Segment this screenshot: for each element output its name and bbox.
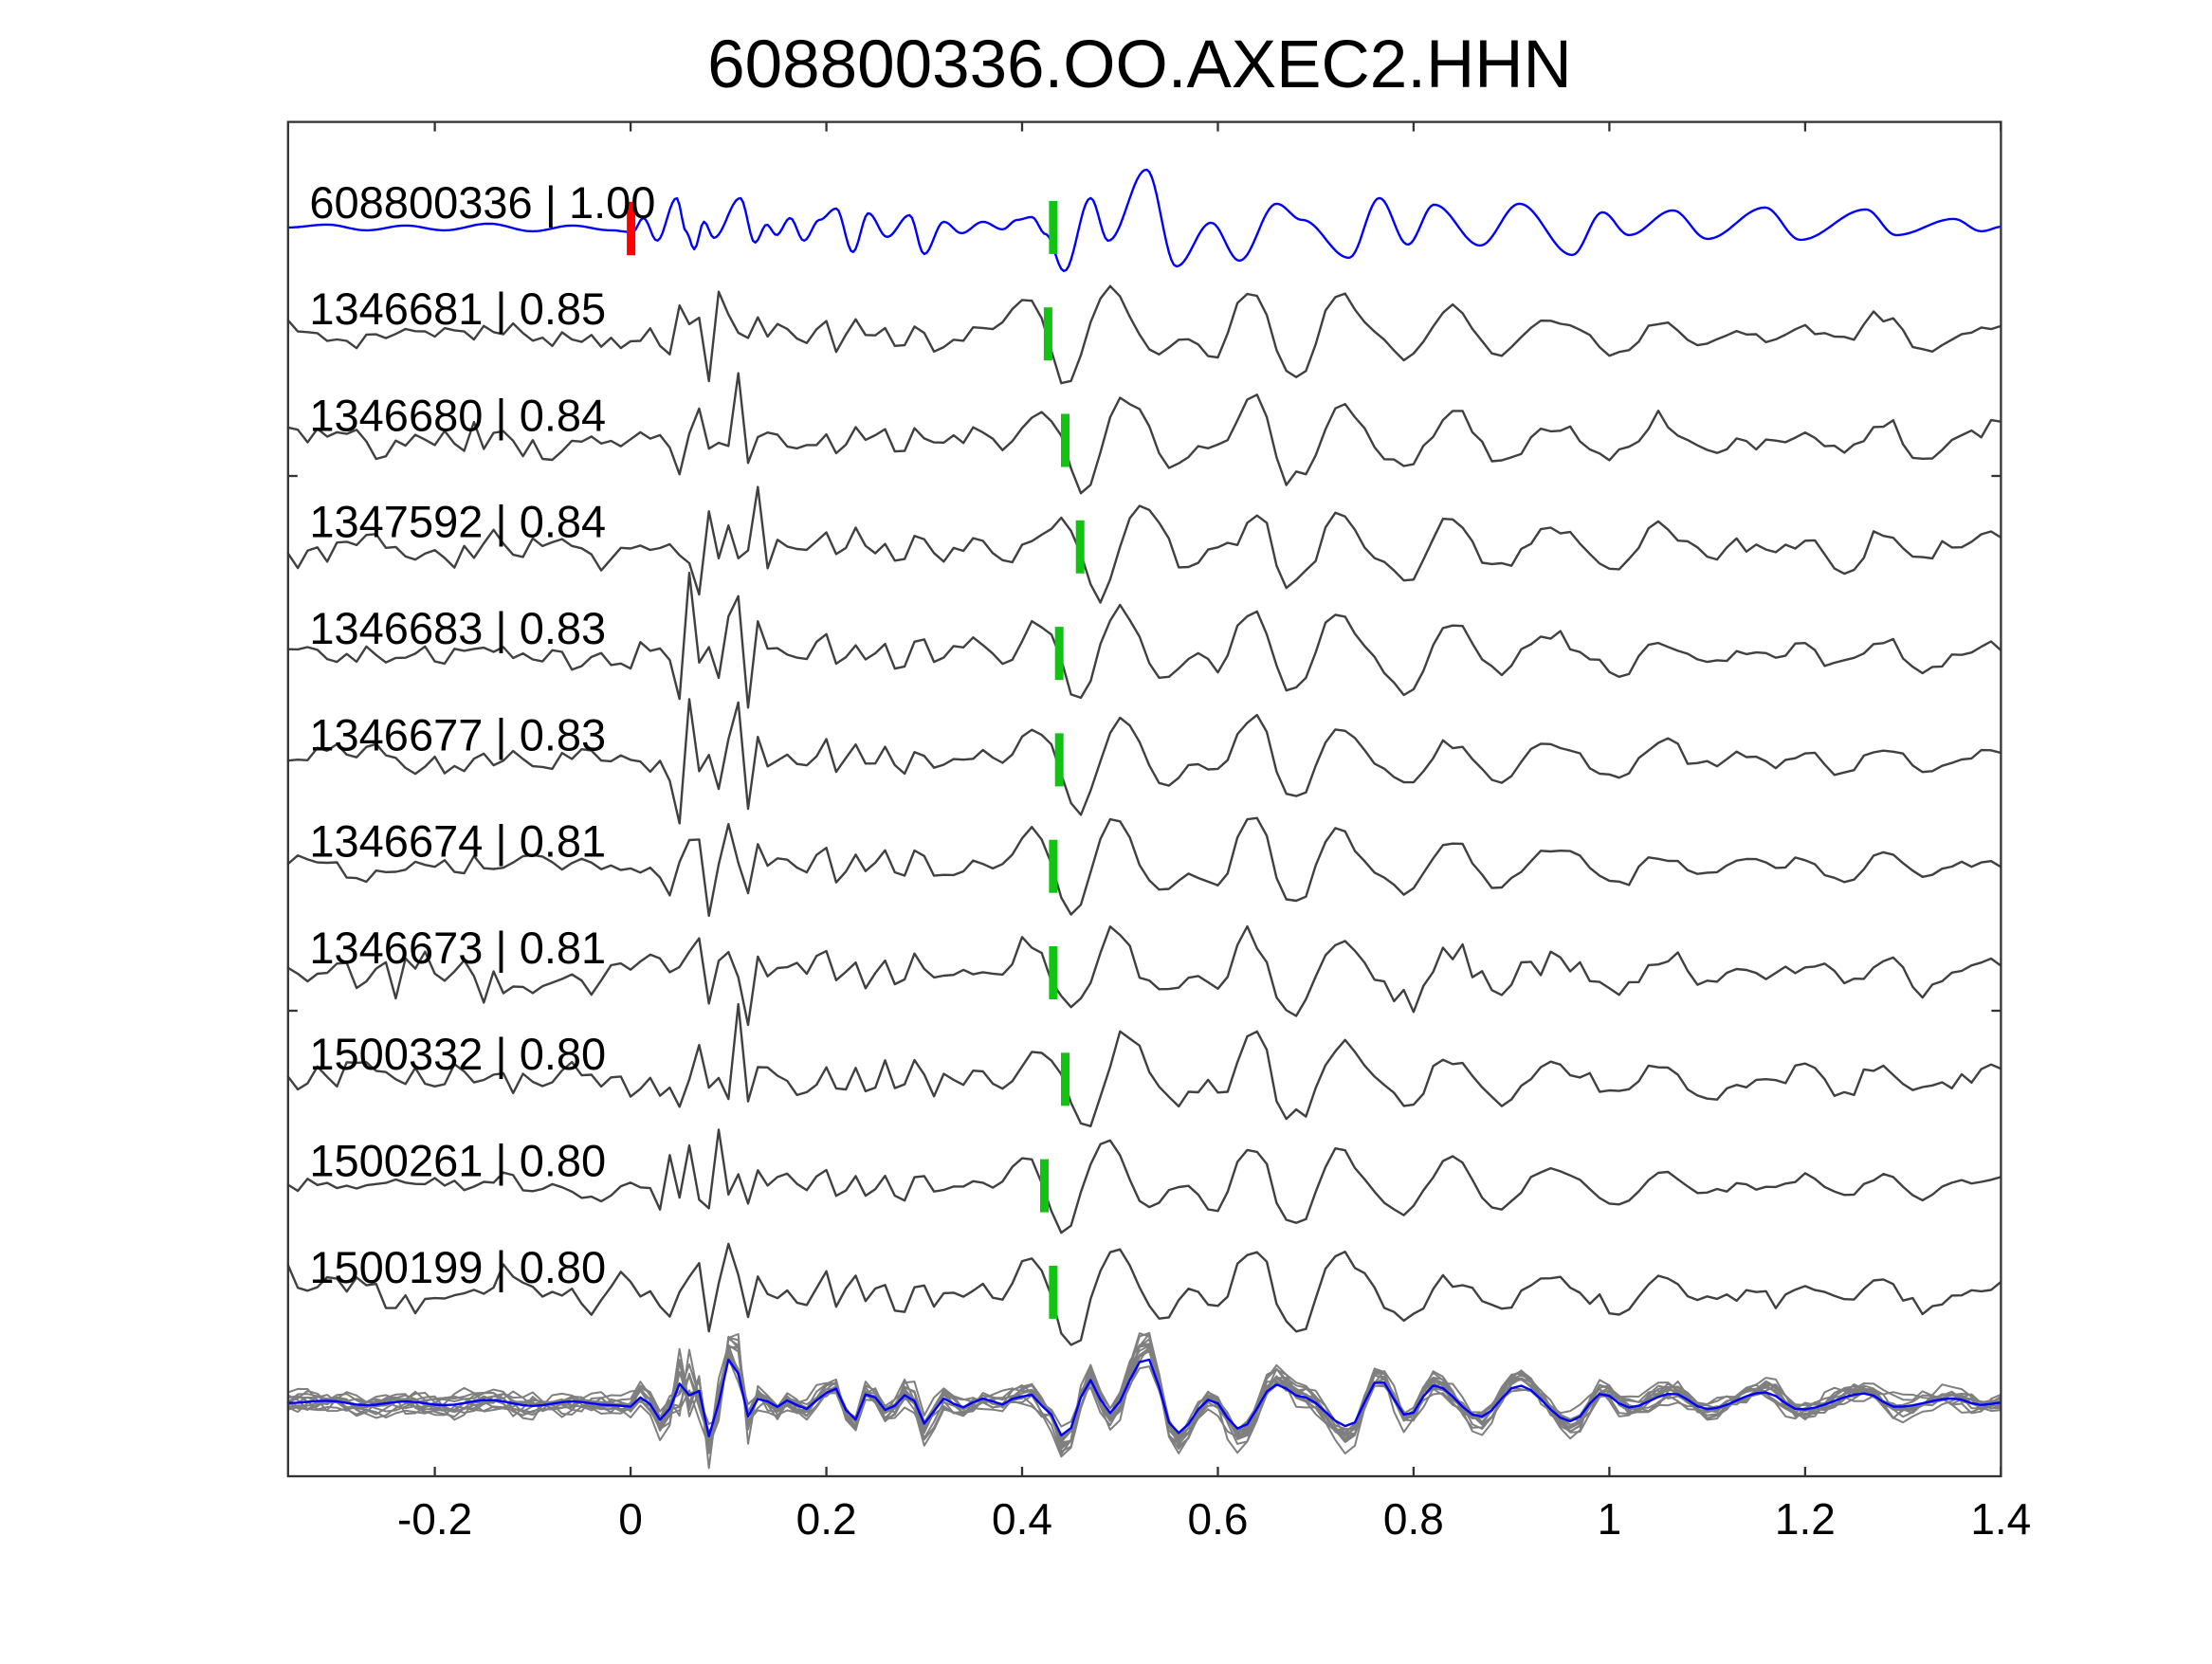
svg-text:1500199 | 0.80: 1500199 | 0.80	[309, 1242, 606, 1292]
svg-text:1: 1	[1598, 1494, 1622, 1544]
svg-text:0.6: 0.6	[1188, 1494, 1249, 1544]
svg-text:1.4: 1.4	[1970, 1494, 2031, 1544]
svg-text:1346681 | 0.85: 1346681 | 0.85	[309, 283, 606, 334]
svg-text:1500261 | 0.80: 1500261 | 0.80	[309, 1136, 606, 1186]
svg-text:608800336 | 1.00: 608800336 | 1.00	[309, 177, 655, 228]
svg-text:608800336.OO.AXEC2.HHN: 608800336.OO.AXEC2.HHN	[707, 27, 1572, 102]
svg-text:0.4: 0.4	[992, 1494, 1052, 1544]
svg-text:1346674 | 0.81: 1346674 | 0.81	[309, 816, 606, 867]
svg-text:1346683 | 0.83: 1346683 | 0.83	[309, 603, 606, 653]
svg-text:1.2: 1.2	[1775, 1494, 1836, 1544]
svg-text:1346677 | 0.83: 1346677 | 0.83	[309, 709, 606, 759]
svg-text:-0.2: -0.2	[397, 1494, 472, 1544]
svg-text:1346680 | 0.84: 1346680 | 0.84	[309, 390, 606, 440]
svg-text:1346673 | 0.81: 1346673 | 0.81	[309, 923, 606, 973]
svg-text:1347592 | 0.84: 1347592 | 0.84	[309, 497, 606, 547]
svg-text:0.2: 0.2	[796, 1494, 857, 1544]
svg-text:0.8: 0.8	[1383, 1494, 1444, 1544]
svg-text:0: 0	[618, 1494, 643, 1544]
svg-text:1500332 | 0.80: 1500332 | 0.80	[309, 1029, 606, 1079]
